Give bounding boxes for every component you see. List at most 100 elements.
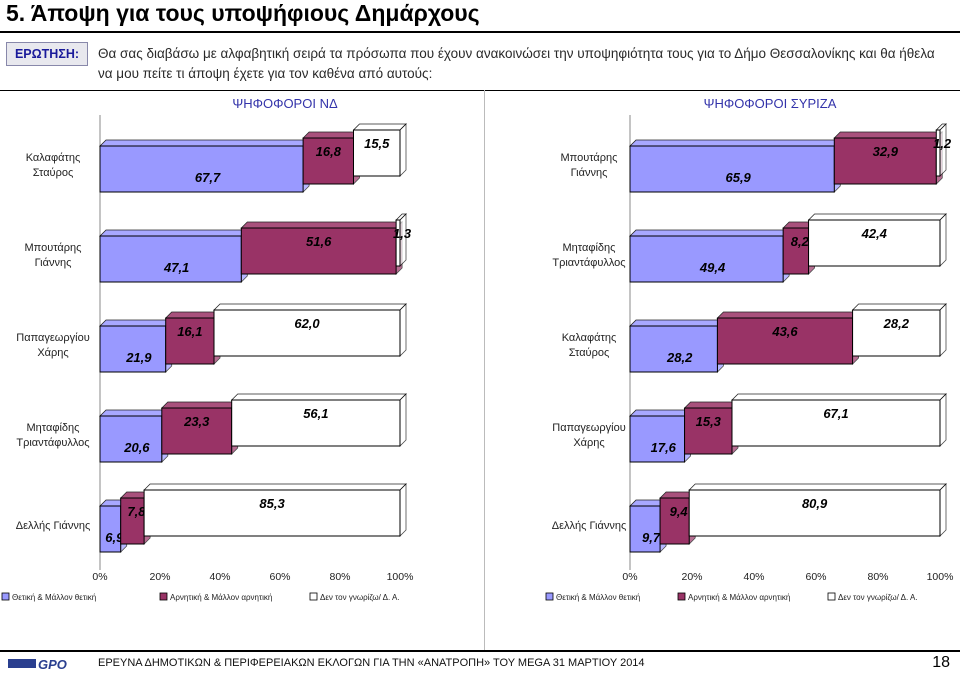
x-tick-label: 20% — [681, 571, 702, 583]
category-label: Παπαγεωργίου Χάρης — [16, 332, 89, 359]
bar-positive — [99, 505, 122, 553]
bar-value-label: 28,2 — [666, 350, 693, 365]
bar-value-label: 56,1 — [303, 406, 328, 421]
bar-side-face — [939, 393, 947, 447]
category-label: Καλαφάτης Σταύρος — [26, 152, 81, 179]
bar-value-label: 6,9 — [105, 530, 124, 545]
bar-dont-know — [231, 399, 401, 447]
bar-positive — [629, 235, 784, 283]
bar-value-label: 16,1 — [177, 324, 202, 339]
bar-top-face — [731, 393, 947, 401]
bar-value-label: 21,9 — [125, 350, 152, 365]
bar-dont-know — [852, 309, 941, 357]
legend-swatch — [545, 592, 554, 601]
legend-swatch — [677, 592, 686, 601]
bar-top-face — [164, 311, 221, 319]
logo-text: GPO — [38, 657, 67, 672]
x-tick-label: 40% — [743, 571, 764, 583]
question-label: ΕΡΩΤΗΣΗ: — [6, 42, 88, 66]
bar-negative — [165, 317, 215, 365]
x-tick-label: 80% — [329, 571, 350, 583]
page-title: 5. Άποψη για τους υποψήφιους Δημάρχους — [6, 0, 480, 26]
bar-positive — [99, 235, 242, 283]
bar-dont-know — [143, 489, 401, 537]
bar-dont-know — [353, 129, 401, 177]
bar-side-face — [399, 303, 407, 357]
bar-value-label: 65,9 — [725, 170, 751, 185]
bar-value-label: 51,6 — [306, 234, 332, 249]
bar-side-face — [399, 123, 407, 177]
bar-negative — [716, 317, 854, 365]
chart-syriza-voters: Μπουτάρης Γιάννης 65,9 32,9 1,2 Μηταφίδης Τρια… — [545, 115, 953, 602]
bar-negative — [684, 407, 733, 455]
bar-dont-know — [213, 309, 401, 357]
chart-nd-voters: Καλαφάτης Σταύρος 67,7 16,8 15,5 Μπουτάρης Γιά… — [1, 115, 413, 602]
bar-top-face — [240, 221, 404, 229]
bar-top-face — [99, 139, 311, 147]
bar-positive — [629, 325, 718, 373]
title-divider — [0, 31, 960, 33]
bar-dont-know — [808, 219, 941, 267]
bar-side-face — [399, 483, 407, 537]
x-tick-label: 20% — [149, 571, 170, 583]
bar-top-face — [629, 139, 842, 147]
bar-value-label: 15,3 — [696, 414, 722, 429]
x-tick-label: 80% — [867, 571, 888, 583]
bar-value-label: 1,2 — [933, 136, 952, 151]
page-number: 18 — [932, 654, 950, 671]
x-tick-label: 0% — [622, 571, 637, 583]
bar-positive — [629, 145, 835, 193]
legend-label: Αρνητική & Μάλλον αρνητική — [170, 593, 272, 602]
bar-dont-know — [935, 129, 941, 177]
bar-negative — [782, 227, 810, 275]
bar-negative — [240, 227, 397, 275]
bar-top-face — [160, 401, 239, 409]
x-tick-label: 0% — [92, 571, 107, 583]
legend-swatch — [159, 592, 168, 601]
bar-value-label: 9,4 — [670, 504, 689, 519]
bar-dont-know — [395, 219, 401, 267]
bar-value-label: 8,2 — [791, 234, 810, 249]
bar-dont-know — [688, 489, 941, 537]
x-tick-label: 60% — [805, 571, 826, 583]
legend-label: Δεν τον γνωρίζω/ Δ. Α. — [838, 593, 918, 602]
bar-top-face — [716, 311, 860, 319]
bar-positive — [629, 505, 661, 553]
bar-value-label: 32,9 — [873, 144, 899, 159]
bar-top-face — [352, 123, 407, 131]
legend-label: Θετική & Μάλλον θετική — [556, 593, 640, 602]
bar-value-label: 67,7 — [195, 170, 221, 185]
legend-label: Αρνητική & Μάλλον αρνητική — [688, 593, 790, 602]
bar-positive — [629, 415, 686, 463]
bar-top-face — [143, 483, 407, 491]
category-label: Μηταφίδης Τριαντάφυλλος — [16, 422, 89, 449]
bar-positive — [99, 325, 167, 373]
bar-top-face — [807, 213, 947, 221]
legend-swatch — [1, 592, 10, 601]
bar-value-label: 43,6 — [771, 324, 798, 339]
bar-negative — [161, 407, 233, 455]
category-label: Παπαγεωργίου Χάρης — [552, 422, 625, 449]
question-text: Θα σας διαβάσω με αλφαβητική σειρά τα πρ… — [98, 46, 935, 81]
bar-value-label: 20,6 — [123, 440, 150, 455]
bar-value-label: 28,2 — [883, 316, 910, 331]
bar-side-face — [939, 303, 947, 357]
bar-negative — [833, 137, 937, 185]
legend-swatch — [309, 592, 318, 601]
bar-top-face — [833, 131, 944, 139]
bar-top-face — [629, 409, 692, 417]
bar-top-face — [230, 393, 407, 401]
bar-top-face — [99, 319, 173, 327]
charts-top-divider — [0, 90, 960, 91]
legend-swatch — [827, 592, 836, 601]
bar-top-face — [629, 319, 725, 327]
bar-value-label: 67,1 — [823, 406, 848, 421]
bar-positive — [99, 415, 163, 463]
category-label: Μπουτάρης Γιάννης — [25, 242, 82, 269]
bar-top-face — [99, 229, 249, 237]
bar-top-face — [683, 401, 739, 409]
bar-negative — [659, 497, 690, 545]
bar-value-label: 80,9 — [802, 496, 828, 511]
bar-top-face — [688, 483, 947, 491]
category-label: Δελλής Γιάννης — [16, 520, 91, 532]
